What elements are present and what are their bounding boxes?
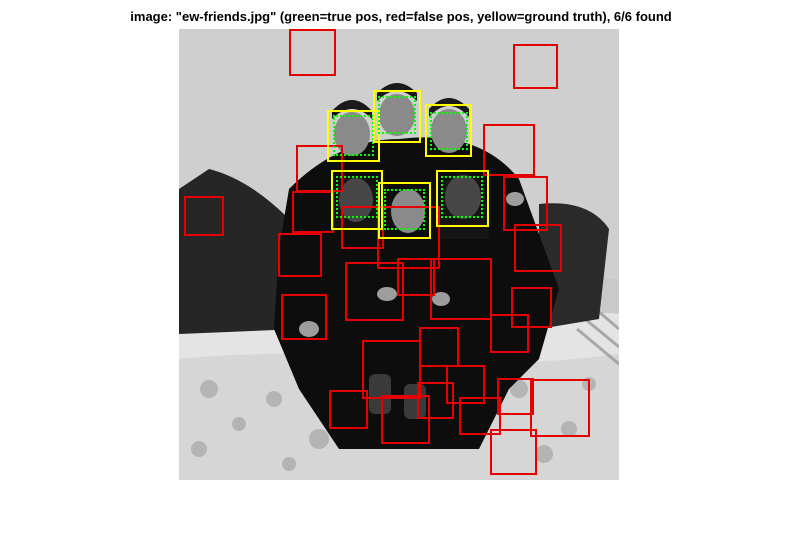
figure-title: image: "ew-friends.jpg" (green=true pos,… (130, 9, 672, 24)
group-photo (179, 29, 619, 480)
photo-image (179, 29, 619, 480)
